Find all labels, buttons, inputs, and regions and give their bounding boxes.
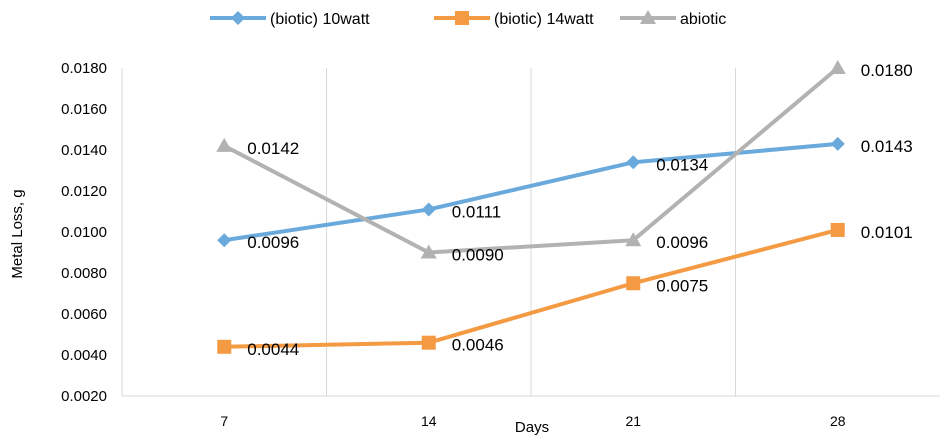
legend-item: abiotic (620, 10, 726, 28)
y-tick-label: 0.0080 (61, 265, 107, 282)
series-1: 0.0044 0.0046 0.0075 0.0101 (217, 222, 913, 359)
data-point (626, 276, 641, 291)
data-label: 0.0096 (247, 233, 299, 252)
data-point (421, 202, 436, 217)
data-point (829, 60, 846, 74)
x-tick-label: 14 (421, 413, 437, 429)
legend-label: abiotic (680, 11, 726, 28)
data-point (420, 244, 437, 259)
data-point (830, 222, 845, 237)
legend-label: (biotic) 14watt (494, 11, 594, 28)
y-tick-label: 0.0100 (61, 224, 107, 241)
data-point (830, 136, 845, 151)
data-label: 0.0111 (452, 202, 501, 221)
data-label: 0.0180 (861, 61, 913, 80)
legend-item: (biotic) 14watt (434, 11, 594, 28)
legend-label: (biotic) 10watt (270, 11, 370, 28)
data-point (640, 10, 656, 24)
data-point (455, 11, 469, 25)
legend-item: (biotic) 10watt (210, 11, 370, 28)
data-label: 0.0075 (656, 276, 708, 295)
y-tick-label: 0.0060 (61, 306, 107, 323)
x-tick-label: 7 (220, 413, 228, 429)
grid (121, 68, 940, 397)
data-point (421, 335, 436, 350)
legend: (biotic) 10watt (biotic) 14watt abiotic (210, 10, 726, 28)
y-tick-label: 0.0120 (61, 183, 107, 200)
data-point (231, 11, 245, 25)
y-axis-ticks: 0.0020 0.0040 0.0060 0.0080 0.0100 0.0120 0.01… (61, 60, 107, 405)
data-label: 0.0044 (247, 340, 299, 359)
series-2: 0.0142 0.0090 0.0096 0.0180 (216, 60, 913, 265)
y-tick-label: 0.0160 (61, 101, 107, 118)
data-label: 0.0143 (861, 137, 913, 156)
series-0: 0.0096 0.0111 0.0134 0.0143 (217, 136, 913, 252)
y-tick-label: 0.0140 (61, 142, 107, 159)
x-axis-ticks: 7 14 21 28 (220, 413, 845, 429)
x-tick-label: 28 (830, 413, 846, 429)
x-tick-label: 21 (625, 413, 641, 429)
data-point (626, 155, 641, 170)
data-point (216, 137, 233, 152)
data-point (217, 339, 232, 354)
data-label: 0.0134 (656, 155, 708, 174)
data-point (625, 232, 642, 247)
y-tick-label: 0.0020 (61, 388, 107, 405)
data-point (217, 233, 232, 248)
x-axis-title: Days (515, 419, 549, 436)
data-label: 0.0101 (861, 223, 913, 242)
data-label: 0.0046 (452, 336, 504, 355)
y-axis-title: Metal Loss, g (9, 189, 26, 278)
series-line (224, 228, 839, 349)
y-tick-label: 0.0180 (61, 60, 107, 77)
data-label: 0.0096 (656, 233, 708, 252)
y-tick-label: 0.0040 (61, 347, 107, 364)
data-label: 0.0142 (247, 139, 299, 158)
series-line (223, 66, 840, 255)
data-label: 0.0090 (452, 246, 504, 265)
